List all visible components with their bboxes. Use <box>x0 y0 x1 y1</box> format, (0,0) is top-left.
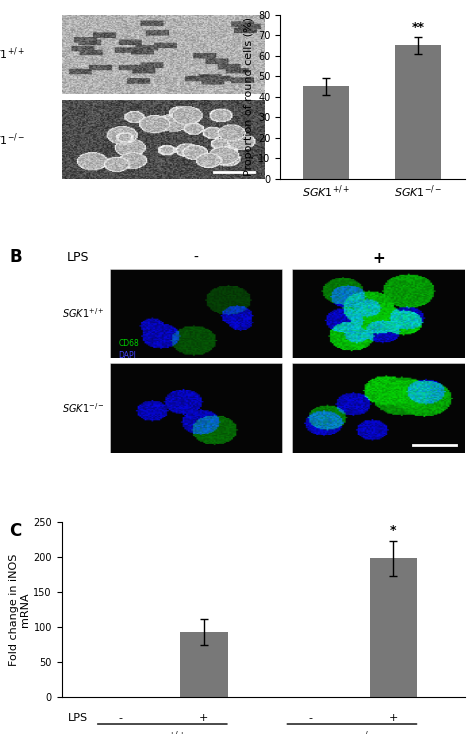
Text: -: - <box>309 713 312 723</box>
Text: CD68: CD68 <box>118 338 139 347</box>
Text: $SGK1^{-/-}$: $SGK1^{-/-}$ <box>0 131 25 148</box>
Bar <box>370 558 417 697</box>
Text: +: + <box>372 251 385 266</box>
Text: LPS: LPS <box>67 713 88 723</box>
Text: -: - <box>193 251 198 265</box>
Text: *: * <box>390 524 397 537</box>
Y-axis label: Proportion of round cells (%): Proportion of round cells (%) <box>244 17 254 176</box>
Text: DAPI: DAPI <box>118 351 136 360</box>
Text: $SGK1^{+/+}$: $SGK1^{+/+}$ <box>63 307 105 321</box>
Text: $SGK1^{+/+}$: $SGK1^{+/+}$ <box>138 730 187 734</box>
Text: $SGK1^{-/-}$: $SGK1^{-/-}$ <box>62 401 105 415</box>
Text: +: + <box>389 713 398 723</box>
Text: $SGK1^{+/+}$: $SGK1^{+/+}$ <box>0 46 25 62</box>
Y-axis label: Fold change in iNOS
mRNA: Fold change in iNOS mRNA <box>9 553 30 666</box>
Text: -: - <box>119 713 123 723</box>
Text: $SGK1^{-/-}$: $SGK1^{-/-}$ <box>328 730 376 734</box>
Text: **: ** <box>412 21 425 34</box>
Text: LPS: LPS <box>66 251 89 264</box>
Text: C: C <box>9 522 22 539</box>
Text: B: B <box>9 247 22 266</box>
Bar <box>303 87 349 178</box>
Bar <box>180 632 228 697</box>
Text: +: + <box>199 713 209 723</box>
Bar <box>395 46 441 178</box>
